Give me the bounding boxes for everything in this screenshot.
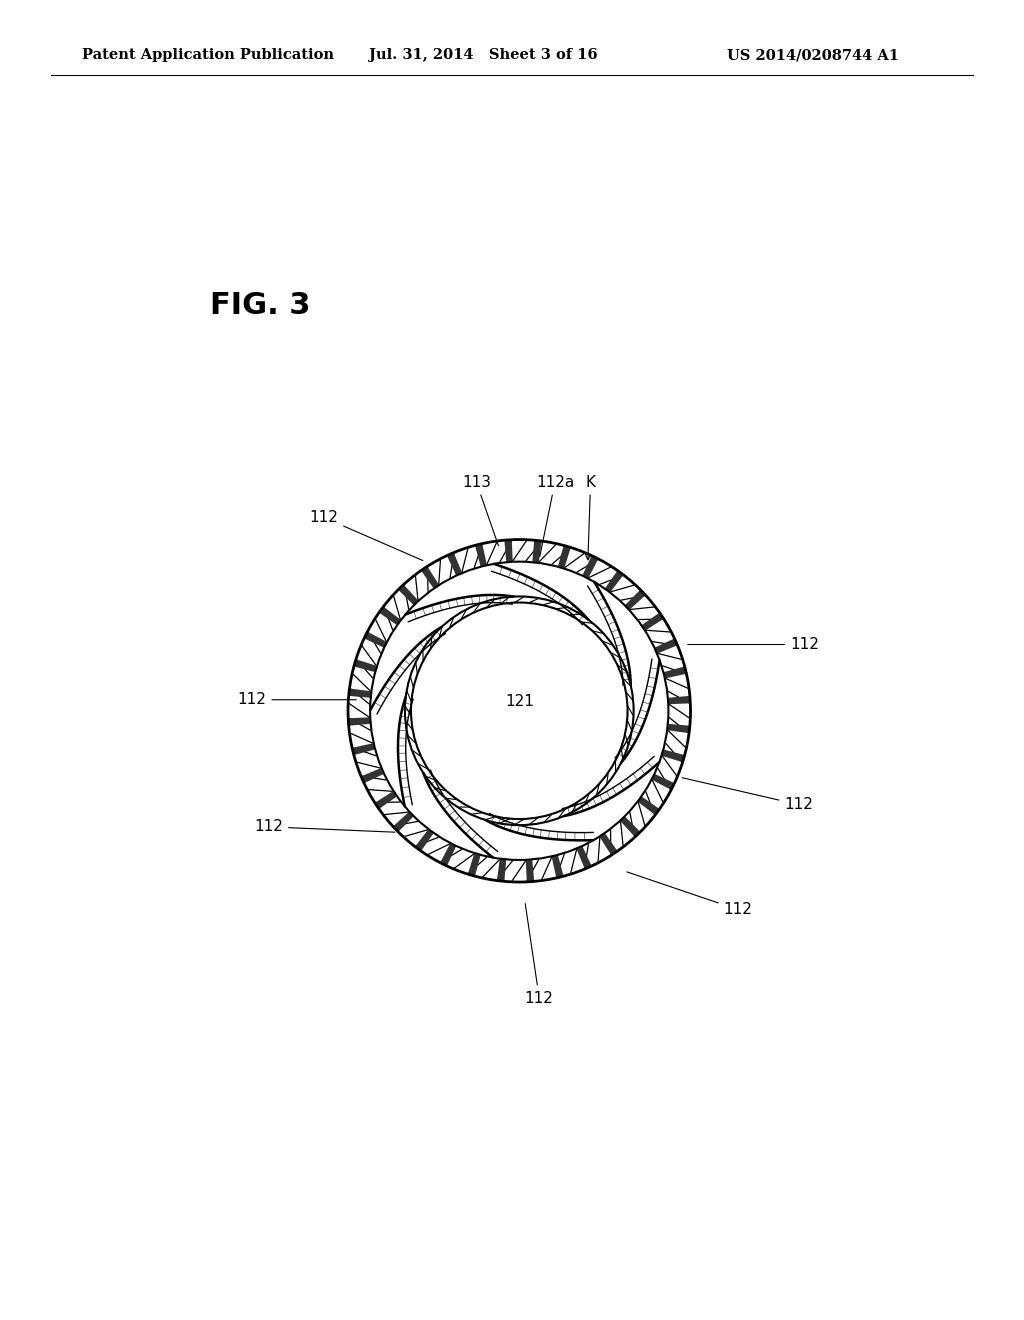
- Text: US 2014/0208744 A1: US 2014/0208744 A1: [727, 49, 899, 62]
- Wedge shape: [475, 544, 486, 566]
- Wedge shape: [380, 607, 400, 624]
- Wedge shape: [669, 696, 690, 705]
- Wedge shape: [577, 846, 592, 869]
- Wedge shape: [440, 843, 456, 866]
- Wedge shape: [505, 540, 513, 562]
- Wedge shape: [365, 632, 386, 648]
- Wedge shape: [652, 774, 674, 789]
- Wedge shape: [600, 833, 617, 855]
- Text: 112: 112: [254, 820, 395, 834]
- Wedge shape: [416, 829, 433, 850]
- Wedge shape: [583, 556, 598, 578]
- Wedge shape: [361, 768, 384, 783]
- Wedge shape: [393, 812, 414, 832]
- Text: 112: 112: [688, 638, 819, 652]
- Wedge shape: [348, 540, 690, 882]
- Text: 112: 112: [627, 873, 753, 917]
- Text: Patent Application Publication: Patent Application Publication: [82, 49, 334, 62]
- Wedge shape: [404, 597, 634, 825]
- Text: 112: 112: [238, 692, 356, 708]
- Wedge shape: [625, 590, 645, 610]
- Wedge shape: [349, 717, 370, 726]
- Text: 113: 113: [462, 475, 499, 545]
- Wedge shape: [655, 639, 677, 653]
- Wedge shape: [668, 723, 689, 733]
- Wedge shape: [638, 797, 659, 814]
- Wedge shape: [352, 743, 375, 755]
- Wedge shape: [349, 689, 371, 698]
- Wedge shape: [664, 667, 686, 678]
- Wedge shape: [621, 817, 640, 837]
- Wedge shape: [354, 660, 377, 672]
- Wedge shape: [663, 750, 684, 762]
- Wedge shape: [525, 859, 535, 882]
- Wedge shape: [421, 566, 439, 589]
- Wedge shape: [558, 546, 570, 568]
- Wedge shape: [605, 572, 624, 593]
- Wedge shape: [497, 859, 506, 880]
- Text: 112a: 112a: [536, 475, 574, 557]
- Wedge shape: [552, 855, 563, 878]
- Wedge shape: [468, 854, 480, 875]
- Text: 112: 112: [309, 510, 423, 561]
- Text: Jul. 31, 2014   Sheet 3 of 16: Jul. 31, 2014 Sheet 3 of 16: [369, 49, 597, 62]
- Wedge shape: [376, 791, 396, 809]
- Wedge shape: [398, 585, 418, 605]
- Wedge shape: [447, 553, 462, 576]
- Text: K: K: [586, 475, 596, 560]
- Wedge shape: [642, 612, 664, 631]
- Wedge shape: [532, 541, 542, 562]
- Text: 112: 112: [524, 904, 554, 1006]
- Text: 112: 112: [682, 777, 813, 812]
- Text: FIG. 3: FIG. 3: [210, 290, 310, 319]
- Text: 121: 121: [505, 694, 534, 709]
